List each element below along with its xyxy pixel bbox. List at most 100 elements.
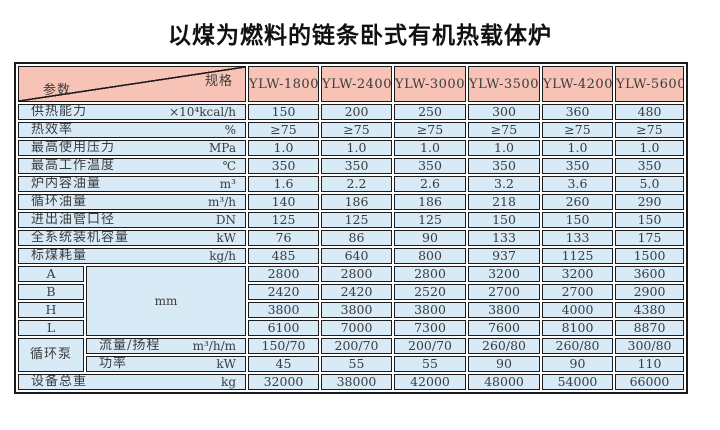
value-cell: 8100 xyxy=(542,320,613,336)
table-row: A mm 2800 2800 2800 3200 3200 3600 xyxy=(18,266,684,336)
table-row: 全系统装机容量 kW 76 86 90 133 133 175 xyxy=(18,230,684,246)
value-cell: 2800 xyxy=(321,266,392,282)
row-unit: kW xyxy=(216,231,236,245)
value-cell: 66000 xyxy=(615,374,684,390)
value-cell: 3600 xyxy=(615,266,684,282)
value-cell: 640 xyxy=(321,248,392,264)
row-label: 功率 xyxy=(99,356,128,371)
model-header: YLW-2400 xyxy=(321,66,392,102)
value-cell: 260/80 xyxy=(542,338,613,354)
value-cell: 110 xyxy=(615,356,684,372)
dims-unit-cell: mm xyxy=(86,266,246,336)
row-label: 流量/扬程 xyxy=(99,338,161,353)
row-unit: kW xyxy=(216,357,236,371)
row-unit: MPa xyxy=(209,141,236,155)
value-cell: 133 xyxy=(468,230,540,246)
value-cell: 200/70 xyxy=(394,338,466,354)
value-cell: 133 xyxy=(542,230,613,246)
row-unit: % xyxy=(224,123,236,137)
spec-label: 规格 xyxy=(204,74,233,89)
row-unit: ×10⁴kcal/h xyxy=(169,105,236,119)
row-unit: kg xyxy=(221,375,236,389)
value-cell: 90 xyxy=(394,230,466,246)
value-cell: 32000 xyxy=(248,374,319,390)
page-title: 以煤为燃料的链条卧式有机热载体炉 xyxy=(168,22,552,48)
row-label: 最高工作温度 xyxy=(31,158,116,173)
row-unit: m³/h/m xyxy=(192,339,236,353)
value-cell: ≥75 xyxy=(615,122,684,138)
value-cell: 3800 xyxy=(248,302,319,318)
row-label: 热效率 xyxy=(31,122,74,137)
value-cell: 1125 xyxy=(542,248,613,264)
row-label: 进出油管口径 xyxy=(31,212,116,227)
value-cell: 485 xyxy=(248,248,319,264)
value-cell: 250 xyxy=(394,104,466,120)
value-cell: 42000 xyxy=(394,374,466,390)
row-label-cell: 进出油管口径 DN xyxy=(18,212,246,228)
value-cell: 1.0 xyxy=(542,140,613,156)
dim-label-cell: A xyxy=(18,266,84,282)
value-cell: 186 xyxy=(394,194,466,210)
value-cell: 800 xyxy=(394,248,466,264)
row-label-cell: 标煤耗量 kg/h xyxy=(18,248,246,264)
table-row: 进出油管口径 DN 125 125 125 150 150 150 xyxy=(18,212,684,228)
table-row: L 6100 7000 7300 7600 8100 8870 xyxy=(18,320,684,336)
value-cell: 2700 xyxy=(542,284,613,300)
value-cell: 5.0 xyxy=(615,176,684,192)
value-cell: 2800 xyxy=(248,266,319,282)
value-cell: 4380 xyxy=(615,302,684,318)
row-unit: DN xyxy=(215,213,236,227)
value-cell: 6100 xyxy=(248,320,319,336)
value-cell: 300 xyxy=(468,104,540,120)
value-cell: 150 xyxy=(615,212,684,228)
value-cell: 3200 xyxy=(468,266,540,282)
model-header: YLW-4200 xyxy=(542,66,613,102)
value-cell: ≥75 xyxy=(321,122,392,138)
value-cell: ≥75 xyxy=(394,122,466,138)
row-label-cell: 供热能力 ×10⁴kcal/h xyxy=(18,104,246,120)
value-cell: 3800 xyxy=(468,302,540,318)
row-label-cell: 循环油量 m³/h xyxy=(18,194,246,210)
row-label-cell: 炉内容油量 m³ xyxy=(18,176,246,192)
value-cell: 54000 xyxy=(542,374,613,390)
value-cell: 2420 xyxy=(248,284,319,300)
table-row: 炉内容油量 m³ 1.6 2.2 2.6 3.2 3.6 5.0 xyxy=(18,176,684,192)
value-cell: 55 xyxy=(394,356,466,372)
row-label: 全系统装机容量 xyxy=(31,230,130,245)
table-row: 标煤耗量 kg/h 485 640 800 937 1125 1500 xyxy=(18,248,684,264)
value-cell: 3.2 xyxy=(468,176,540,192)
table-row: 最高使用压力 MPa 1.0 1.0 1.0 1.0 1.0 1.0 xyxy=(18,140,684,156)
value-cell: 2700 xyxy=(468,284,540,300)
table-row: 设备总重 kg 32000 38000 42000 48000 54000 660… xyxy=(18,374,684,390)
row-unit: ℃ xyxy=(222,159,236,173)
value-cell: 1.0 xyxy=(468,140,540,156)
value-cell: 140 xyxy=(248,194,319,210)
value-cell: 480 xyxy=(615,104,684,120)
model-header: YLW-1800 xyxy=(248,66,319,102)
value-cell: 350 xyxy=(394,158,466,174)
table-row: 最高工作温度 ℃ 350 350 350 350 350 350 xyxy=(18,158,684,174)
value-cell: 2900 xyxy=(615,284,684,300)
spec-table: 规格 参数 YLW-1800 YLW-2400 YLW-3000 YLW-350… xyxy=(14,62,688,394)
row-unit: kg/h xyxy=(209,249,236,263)
header-row: 规格 参数 YLW-1800 YLW-2400 YLW-3000 YLW-350… xyxy=(18,66,684,102)
row-label: 炉内容油量 xyxy=(31,176,102,191)
value-cell: 360 xyxy=(542,104,613,120)
model-header: YLW-3500 xyxy=(468,66,540,102)
value-cell: 125 xyxy=(394,212,466,228)
value-cell: 1.0 xyxy=(248,140,319,156)
row-label: 循环油量 xyxy=(31,194,88,209)
value-cell: 125 xyxy=(321,212,392,228)
value-cell: 2.6 xyxy=(394,176,466,192)
value-cell: 350 xyxy=(321,158,392,174)
row-label-cell: 功率 kW xyxy=(86,356,246,372)
table-row: 循环泵 流量/扬程 m³/h/m 150/70 200/70 200/70 260… xyxy=(18,338,684,372)
value-cell: 1500 xyxy=(615,248,684,264)
dim-label-cell: L xyxy=(18,320,84,336)
table-row: 热效率% ≥75 ≥75 ≥75 ≥75 ≥75 ≥75 xyxy=(18,122,684,138)
value-cell: 76 xyxy=(248,230,319,246)
value-cell: 1.0 xyxy=(321,140,392,156)
value-cell: 200 xyxy=(321,104,392,120)
value-cell: 1.0 xyxy=(615,140,684,156)
value-cell: 1.0 xyxy=(394,140,466,156)
